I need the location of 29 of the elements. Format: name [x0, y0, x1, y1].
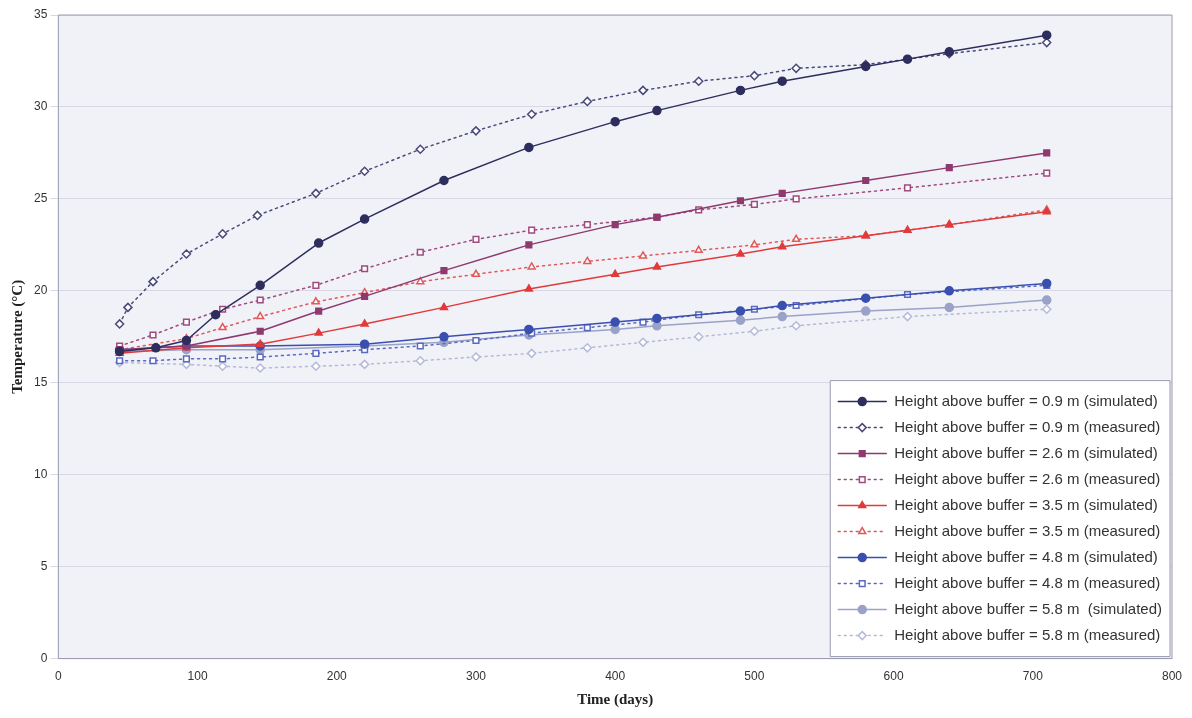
- x-tick-label: 300: [465, 669, 487, 684]
- y-tick-label: 20: [33, 283, 48, 298]
- legend-label: Height above buffer = 0.9 m (simulated): [894, 391, 1158, 409]
- x-tick-label: 800: [1161, 669, 1183, 684]
- legend-label: Height above buffer = 2.6 m (measured): [894, 469, 1161, 487]
- y-tick-label: 0: [40, 650, 48, 665]
- y-tick-label: 5: [40, 558, 48, 573]
- x-tick-label: 500: [744, 669, 765, 684]
- x-tick-label: 100: [187, 669, 208, 684]
- x-tick-label: 700: [1022, 669, 1044, 684]
- legend-label: Height above buffer = 3.5 m (simulated): [894, 495, 1158, 513]
- legend-label: Height above buffer = 4.8 m (simulated): [894, 547, 1158, 565]
- legend-label: Height above buffer = 0.9 m (measured): [894, 417, 1161, 435]
- x-tick-label: 400: [605, 669, 626, 684]
- x-axis-title: Time (days): [577, 690, 654, 708]
- y-axis-title: Temperature (°C): [8, 279, 26, 394]
- y-tick-label: 35: [33, 7, 48, 22]
- legend-label: Height above buffer = 3.5 m (measured): [894, 521, 1161, 539]
- x-tick-label: 0: [55, 669, 62, 684]
- legend-label: Height above buffer = 5.8 m (measured): [894, 625, 1161, 643]
- legend-label: Height above buffer = 4.8 m (measured): [894, 573, 1161, 591]
- legend-label: Height above buffer = 5.8 m (simulated): [894, 599, 1162, 617]
- y-tick-label: 30: [33, 99, 48, 114]
- x-tick-label: 600: [883, 669, 904, 684]
- y-tick-label: 10: [33, 467, 48, 482]
- x-tick-label: 200: [326, 669, 348, 684]
- legend-label: Height above buffer = 2.6 m (simulated): [894, 443, 1158, 461]
- y-tick-label: 25: [33, 191, 48, 206]
- y-tick-label: 15: [33, 375, 48, 390]
